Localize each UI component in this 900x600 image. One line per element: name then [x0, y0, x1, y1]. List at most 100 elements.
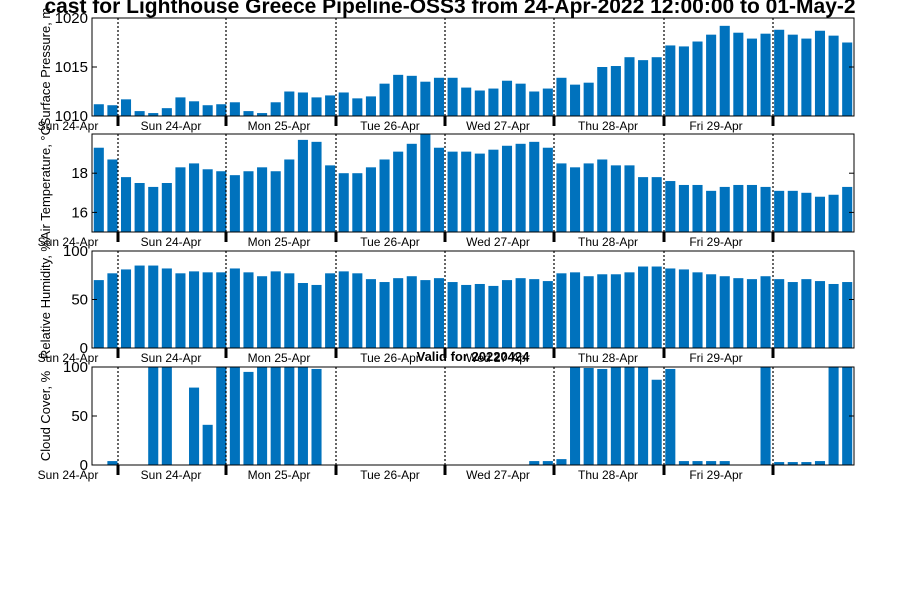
bar-4-53: [801, 462, 812, 465]
bar-3-23: [393, 278, 404, 348]
bar-3-37: [583, 276, 594, 348]
bar-1-29: [474, 90, 485, 116]
bar-3-19: [338, 271, 349, 348]
bar-3-36: [570, 272, 581, 348]
bar-4-56: [842, 367, 853, 465]
bar-1-17: [311, 97, 322, 116]
bar-2-9: [202, 169, 213, 232]
bar-2-28: [461, 151, 472, 232]
x-tick-label: Fri 29-Apr: [689, 468, 742, 482]
bar-2-43: [665, 181, 676, 232]
x-tick-label: Mon 25-Apr: [248, 351, 311, 365]
bar-4-36: [570, 367, 581, 465]
day-tick: [334, 465, 338, 475]
x-tick-label: Thu 28-Apr: [578, 235, 638, 249]
x-tick-label: Sun 24-Apr: [141, 119, 202, 133]
bar-4-43: [665, 368, 676, 465]
bar-3-25: [420, 280, 431, 348]
bar-1-25: [420, 81, 431, 116]
day-tick: [224, 232, 228, 242]
bar-4-55: [828, 367, 839, 465]
bar-3-31: [501, 280, 513, 348]
bar-2-8: [189, 163, 200, 232]
bar-1-16: [297, 92, 308, 116]
day-tick: [443, 232, 447, 242]
y-tick-label: 18: [71, 165, 88, 182]
bar-1-52: [787, 34, 798, 116]
bar-2-30: [488, 149, 499, 232]
bar-3-8: [189, 271, 200, 348]
bar-2-17: [311, 141, 322, 232]
bar-1-49: [746, 38, 757, 116]
bar-3-38: [597, 274, 608, 348]
bar-3-48: [733, 278, 744, 348]
bar-2-22: [379, 159, 390, 232]
y-tick-label: 16: [71, 204, 88, 221]
bar-2-10: [216, 171, 227, 232]
bar-2-33: [529, 141, 540, 232]
bar-2-53: [801, 192, 812, 232]
y-tick-label: 1010: [55, 108, 88, 125]
x-tick-label: Fri 29-Apr: [689, 351, 742, 365]
bar-1-44: [678, 46, 689, 116]
bar-4-38: [597, 368, 608, 465]
bar-2-1: [93, 147, 104, 232]
x-tick-label: Wed 27-Apr: [466, 468, 530, 482]
bar-2-20: [352, 173, 363, 232]
bar-3-47: [719, 276, 730, 348]
bar-1-21: [365, 96, 376, 116]
bar-2-51: [774, 190, 785, 232]
day-tick: [771, 348, 775, 358]
bar-3-42: [651, 266, 662, 348]
bar-2-18: [325, 165, 336, 232]
bar-3-17: [311, 284, 322, 348]
bar-1-23: [393, 74, 404, 116]
bar-1-19: [338, 92, 349, 116]
bar-1-3: [120, 99, 132, 116]
bar-4-15: [284, 367, 295, 465]
bar-2-48: [733, 184, 744, 232]
bar-2-56: [842, 186, 853, 232]
bar-2-32: [515, 143, 526, 232]
bar-1-38: [597, 67, 608, 116]
day-tick: [334, 232, 338, 242]
bar-2-49: [746, 184, 757, 232]
bar-3-34: [542, 281, 553, 348]
bar-2-15: [284, 159, 295, 232]
bar-1-30: [488, 88, 499, 116]
chart-title: cast for Lighthouse Greece Pipeline-OSS3…: [44, 0, 855, 18]
bar-2-13: [257, 167, 268, 232]
bar-2-16: [297, 139, 308, 232]
bar-1-8: [189, 101, 200, 116]
bar-3-51: [774, 279, 785, 348]
bar-1-40: [624, 57, 635, 116]
day-tick: [662, 232, 666, 242]
bar-4-16: [297, 367, 308, 465]
day-tick: [116, 465, 120, 475]
bar-1-18: [325, 95, 336, 116]
bar-3-4: [134, 265, 145, 348]
bar-3-16: [297, 283, 308, 348]
bar-4-6: [161, 367, 172, 465]
bar-2-50: [760, 186, 771, 232]
bar-3-7: [175, 273, 186, 348]
bar-3-35: [556, 273, 567, 348]
bar-1-24: [406, 75, 417, 116]
x-tick-label: Tue 26-Apr: [360, 235, 420, 249]
bar-2-39: [610, 165, 621, 232]
bar-3-1: [93, 280, 104, 348]
bar-4-13: [257, 367, 268, 465]
bar-3-21: [365, 279, 376, 348]
bar-1-56: [842, 42, 853, 116]
bar-1-15: [284, 91, 295, 116]
bar-1-28: [461, 87, 472, 116]
day-tick: [334, 348, 338, 358]
bar-2-7: [175, 167, 186, 232]
bar-3-26: [433, 278, 445, 348]
bar-3-43: [665, 268, 676, 348]
day-tick: [116, 116, 120, 126]
bar-1-27: [447, 77, 458, 116]
